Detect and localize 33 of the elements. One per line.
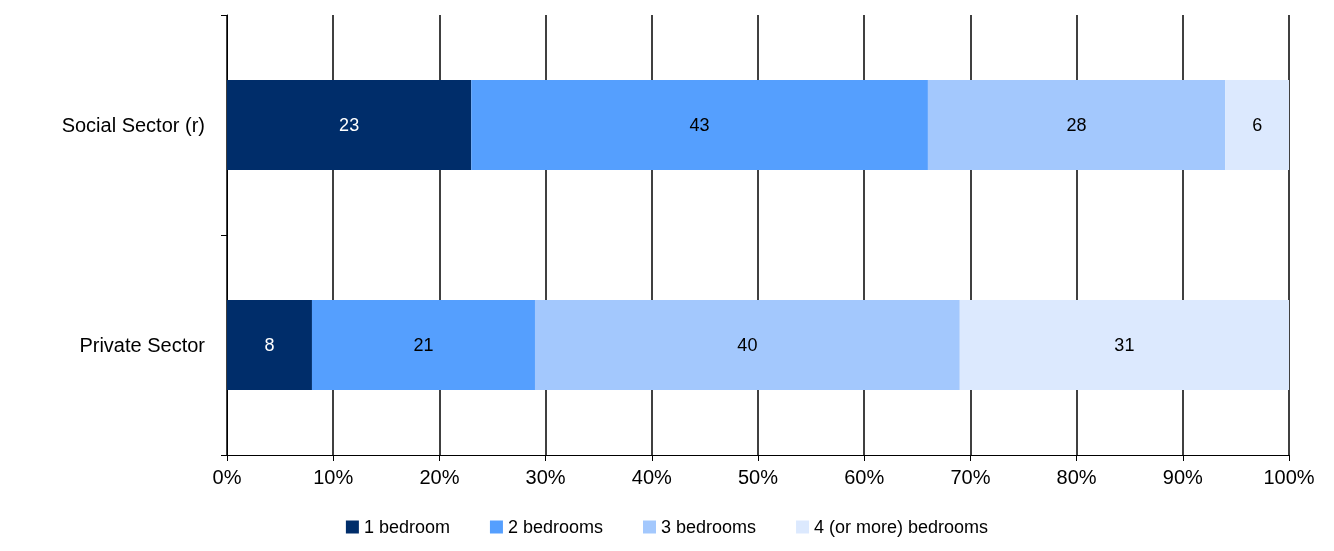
data-label: 43: [689, 115, 710, 135]
data-label: 31: [1114, 335, 1135, 355]
x-tick-label: 0%: [212, 466, 242, 488]
data-label: 21: [413, 335, 434, 355]
legend-label: 2 bedrooms: [507, 517, 604, 537]
x-tick-label: 80%: [1056, 466, 1097, 488]
x-tick-label: 30%: [525, 466, 566, 488]
bar: [959, 299, 1289, 391]
bar: [1225, 79, 1289, 171]
y-tick-label: Social Sector (r): [61, 114, 205, 136]
bar: [227, 299, 312, 391]
data-label: 40: [737, 335, 758, 355]
x-tick-label: 40%: [631, 466, 673, 488]
bar: [534, 299, 960, 391]
y-tick-label: Private Sector: [79, 334, 206, 356]
data-label: 8: [264, 335, 275, 355]
x-tick-label: 20%: [419, 466, 460, 488]
legend-label: 4 (or more) bedrooms: [814, 517, 989, 537]
x-tick-label: 100%: [1263, 466, 1315, 488]
legend-label: 1 bedroom: [363, 517, 450, 537]
bar: [927, 79, 1226, 171]
x-tick-label: 10%: [313, 466, 354, 488]
data-label: 23: [339, 115, 360, 135]
x-tick-label: 70%: [950, 466, 991, 488]
data-label: 6: [1252, 115, 1263, 135]
bar: [311, 299, 535, 391]
bar: [227, 79, 472, 171]
x-tick-label: 50%: [737, 466, 779, 488]
bar: [471, 79, 928, 171]
x-tick-label: 90%: [1162, 466, 1204, 488]
legend-label: 3 bedrooms: [661, 517, 757, 537]
data-label: 28: [1066, 115, 1087, 135]
x-tick-label: 60%: [844, 466, 885, 488]
